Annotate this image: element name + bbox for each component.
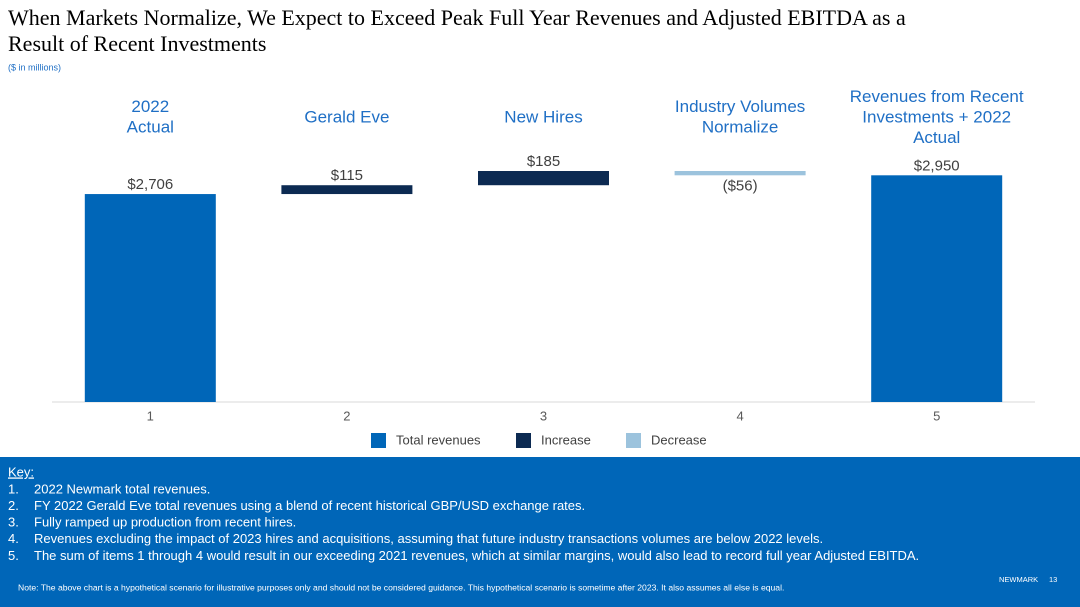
column-header: Normalize xyxy=(702,118,779,137)
legend-label: Decrease xyxy=(651,432,707,447)
key-number: 3. xyxy=(8,515,19,530)
value-label: ($56) xyxy=(723,177,758,194)
subtitle: ($ in millions) xyxy=(8,62,61,72)
legend-label: Total revenues xyxy=(396,432,481,447)
value-label: $115 xyxy=(331,167,363,184)
legend-swatch xyxy=(516,433,531,448)
key-number: 4. xyxy=(8,531,19,546)
key-text: The sum of items 1 through 4 would resul… xyxy=(34,548,919,563)
key-number: 5. xyxy=(8,548,19,563)
key-number: 1. xyxy=(8,481,19,496)
legend-label: Increase xyxy=(541,432,591,447)
column-header: Revenues from Recent xyxy=(850,87,1024,106)
key-text: 2022 Newmark total revenues. xyxy=(34,481,210,496)
bar xyxy=(871,175,1003,402)
column-header: Actual xyxy=(913,128,960,147)
column-header: Actual xyxy=(127,118,174,137)
column-header: New Hires xyxy=(504,107,582,126)
value-label: $185 xyxy=(527,153,560,170)
bar xyxy=(478,171,609,186)
x-tick-label: 2 xyxy=(343,408,350,423)
key-panel xyxy=(0,457,1080,607)
legend-swatch xyxy=(626,433,641,448)
legend-swatch xyxy=(371,433,386,448)
footer-brand: NEWMARK xyxy=(999,575,1038,584)
bar xyxy=(281,185,413,195)
key-text: FY 2022 Gerald Eve total revenues using … xyxy=(34,498,585,513)
bar xyxy=(674,171,806,176)
key-text: Revenues excluding the impact of 2023 hi… xyxy=(34,531,823,546)
value-label: $2,706 xyxy=(127,176,173,193)
x-tick-label: 4 xyxy=(736,408,743,423)
column-header: Industry Volumes xyxy=(675,97,805,116)
bar xyxy=(84,194,216,402)
column-header: Gerald Eve xyxy=(304,107,389,126)
note: Note: The above chart is a hypothetical … xyxy=(18,582,784,592)
x-tick-label: 5 xyxy=(933,408,940,423)
value-label: $2,950 xyxy=(914,157,960,174)
title: When Markets Normalize, We Expect to Exc… xyxy=(8,5,906,30)
x-tick-label: 3 xyxy=(540,408,547,423)
page-number: 13 xyxy=(1049,575,1057,584)
x-tick-label: 1 xyxy=(147,408,154,423)
column-header: 2022 xyxy=(131,97,169,116)
key-text: Fully ramped up production from recent h… xyxy=(34,515,296,530)
title: Result of Recent Investments xyxy=(8,31,266,56)
key-title: Key: xyxy=(8,464,34,479)
key-number: 2. xyxy=(8,498,19,513)
column-header: Investments + 2022 xyxy=(862,107,1011,126)
